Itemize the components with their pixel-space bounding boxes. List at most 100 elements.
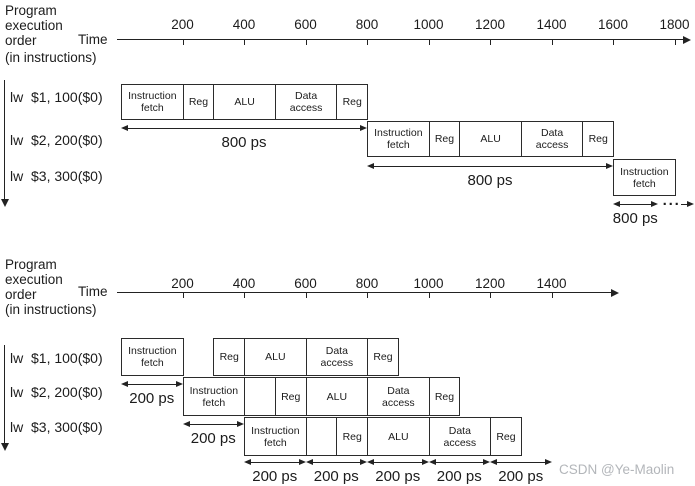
duration-arrowhead-left xyxy=(305,459,313,465)
time-axis-tick xyxy=(428,39,430,45)
time-axis-tick xyxy=(613,39,615,45)
duration-arrowhead-right xyxy=(421,459,429,465)
duration-label: 200 ps xyxy=(129,390,175,407)
time-axis-tick xyxy=(305,39,307,45)
duration-arrow xyxy=(618,204,653,206)
duration-arrow xyxy=(126,128,362,130)
duration-arrowhead-right xyxy=(175,381,183,387)
time-axis-arrowhead xyxy=(683,35,691,44)
duration-arrow xyxy=(187,424,239,426)
duration-label: 200 ps xyxy=(375,468,421,485)
duration-arrow xyxy=(433,462,485,464)
time-axis-tick xyxy=(551,39,553,45)
chart2-time-label: Time xyxy=(78,284,108,299)
time-axis-tick-label: 1800 xyxy=(659,17,690,32)
time-axis-tick-label: 200 xyxy=(171,276,194,291)
time-axis-tick-label: 200 xyxy=(171,17,194,32)
instruction-fetch-stage-box: Instruction fetch xyxy=(613,159,676,196)
duration-label: 800 ps xyxy=(221,134,267,151)
continuation-arrowhead xyxy=(686,201,694,207)
continuation-arrow xyxy=(680,204,688,206)
time-axis-tick-label: 1400 xyxy=(536,276,567,291)
duration-arrow xyxy=(249,462,301,464)
alu-stage-box: ALU xyxy=(459,121,522,157)
duration-arrow xyxy=(310,462,362,464)
alu-stage-box: ALU xyxy=(244,338,307,376)
empty-half-slot xyxy=(244,377,276,416)
duration-arrowhead-left xyxy=(244,459,251,465)
instruction-fetch-stage-box: Instruction fetch xyxy=(367,121,430,157)
instruction-fetch-stage-box: Instruction fetch xyxy=(121,84,184,120)
chart1-time-label: Time xyxy=(78,32,108,47)
time-axis-tick-label: 1000 xyxy=(413,17,444,32)
reg-stage-box: Reg xyxy=(428,121,461,157)
duration-arrowhead-right xyxy=(360,125,367,131)
time-axis-tick xyxy=(305,292,307,298)
chart1-header-line: execution xyxy=(5,18,63,33)
data-access-stage-box: Data access xyxy=(305,338,369,376)
duration-arrow xyxy=(372,166,608,168)
duration-label: 200 ps xyxy=(313,468,359,485)
chart2-header-line: (in instructions) xyxy=(5,302,97,317)
duration-arrowhead-left xyxy=(490,459,497,465)
time-axis-tick xyxy=(428,292,430,298)
duration-arrowhead-left xyxy=(367,163,374,169)
time-axis-tick-label: 1400 xyxy=(536,17,567,32)
duration-arrowhead-left xyxy=(182,421,190,427)
duration-arrowhead-right xyxy=(544,459,552,465)
instruction-label: lw $2, 200($0) xyxy=(10,384,103,400)
reg-stage-box: Reg xyxy=(428,377,461,416)
reg-stage-box: Reg xyxy=(213,338,246,376)
alu-stage-box: ALU xyxy=(305,377,369,416)
chart1-header-line: Program xyxy=(5,3,57,18)
time-axis-arrowhead xyxy=(611,288,619,297)
duration-arrowhead-right xyxy=(360,459,367,465)
chart2-header-line: order xyxy=(5,287,37,302)
duration-arrowhead-left xyxy=(121,381,128,387)
instruction-fetch-stage-box: Instruction fetch xyxy=(244,417,307,456)
data-access-stage-box: Data access xyxy=(520,121,584,157)
reg-stage-box: Reg xyxy=(336,417,369,456)
reg-stage-box: Reg xyxy=(182,84,215,120)
instruction-fetch-stage-box: Instruction fetch xyxy=(182,377,246,416)
instruction-label: lw $3, 300($0) xyxy=(10,419,103,435)
continuation-dots: ··· xyxy=(662,196,681,213)
time-axis-line xyxy=(117,39,684,41)
time-axis-tick xyxy=(182,39,184,45)
time-axis-tick-label: 1000 xyxy=(413,276,444,291)
duration-arrowhead-right xyxy=(298,459,306,465)
time-axis-tick-label: 800 xyxy=(355,17,379,32)
duration-label: 200 ps xyxy=(190,430,236,447)
program-order-axis xyxy=(4,345,6,443)
instruction-label: lw $3, 300($0) xyxy=(10,168,103,184)
duration-label: 200 ps xyxy=(498,468,544,485)
time-axis-tick-label: 1200 xyxy=(474,17,506,32)
duration-arrow xyxy=(495,462,547,464)
instruction-fetch-stage-box: Instruction fetch xyxy=(121,338,184,376)
time-axis-tick-label: 800 xyxy=(355,276,379,291)
time-axis-tick-label: 600 xyxy=(294,17,317,32)
reg-stage-box: Reg xyxy=(582,121,615,157)
instruction-label: lw $1, 100($0) xyxy=(10,350,103,366)
duration-label: 800 ps xyxy=(612,210,658,227)
duration-arrowhead-right xyxy=(483,459,490,465)
alu-stage-box: ALU xyxy=(213,84,276,120)
duration-arrowhead-right xyxy=(650,201,658,207)
duration-arrow xyxy=(372,462,424,464)
time-axis-tick xyxy=(367,292,369,298)
time-axis-tick xyxy=(551,292,553,298)
duration-arrowhead-left xyxy=(121,125,128,131)
data-access-stage-box: Data access xyxy=(367,377,430,416)
time-axis-tick-label: 400 xyxy=(232,17,256,32)
time-axis-tick xyxy=(674,39,676,45)
instruction-label: lw $1, 100($0) xyxy=(10,89,103,105)
watermark: CSDN @Ye-Maolin xyxy=(559,462,675,477)
time-axis-tick xyxy=(367,39,369,45)
chart1-header-line: order xyxy=(5,33,37,48)
data-access-stage-box: Data access xyxy=(274,84,338,120)
time-axis-tick xyxy=(244,39,246,45)
time-axis-tick xyxy=(490,292,492,298)
duration-arrowhead-right xyxy=(237,421,244,427)
reg-stage-box: Reg xyxy=(336,84,369,120)
